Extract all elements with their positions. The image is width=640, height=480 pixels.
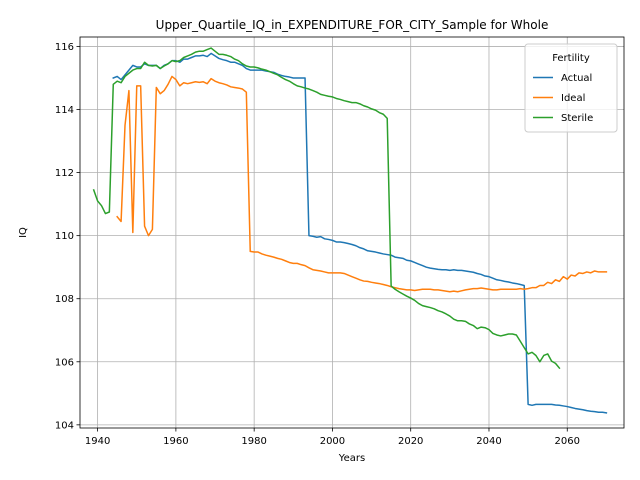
legend-items: Actual Ideal Sterile <box>533 73 593 124</box>
y-tick-label: 116 <box>55 42 74 53</box>
legend-box <box>524 43 618 133</box>
legend-title: Fertility <box>552 53 590 64</box>
y-tick-label: 114 <box>55 105 74 116</box>
series-line-sterile <box>92 47 561 370</box>
y-axis-label: IQ <box>18 227 29 238</box>
x-tick-label: 2060 <box>555 436 580 447</box>
x-tick-label: 1980 <box>241 436 266 447</box>
series-line-actual <box>112 52 608 414</box>
y-tick-label: 112 <box>55 168 74 179</box>
y-tick-label: 110 <box>55 231 74 242</box>
x-tick-label: 1940 <box>85 436 110 447</box>
legend-label-actual: Actual <box>561 73 592 84</box>
y-tick-label: 106 <box>55 357 74 368</box>
axis-ticks: 1940 1960 1980 2000 2020 2040 2060 104 106 108 110… <box>55 42 580 447</box>
legend-label-ideal: Ideal <box>561 93 585 104</box>
series-line-ideal <box>116 75 608 293</box>
series-lines <box>92 47 608 414</box>
grid-lines <box>80 37 624 428</box>
legend-label-sterile: Sterile <box>561 113 593 124</box>
y-tick-label: 104 <box>55 420 74 431</box>
x-tick-label: 2000 <box>320 436 345 447</box>
legend: Fertility Actual Ideal Sterile <box>524 43 618 133</box>
x-tick-label: 2020 <box>398 436 423 447</box>
x-tick-label: 1960 <box>163 436 188 447</box>
chart-title: Upper_Quartile_IQ_in_EXPENDITURE_FOR_CIT… <box>156 18 549 32</box>
x-axis-label: Years <box>338 453 365 464</box>
x-tick-label: 2040 <box>476 436 501 447</box>
y-tick-label: 108 <box>55 294 74 305</box>
plot-area-frame <box>79 36 625 429</box>
